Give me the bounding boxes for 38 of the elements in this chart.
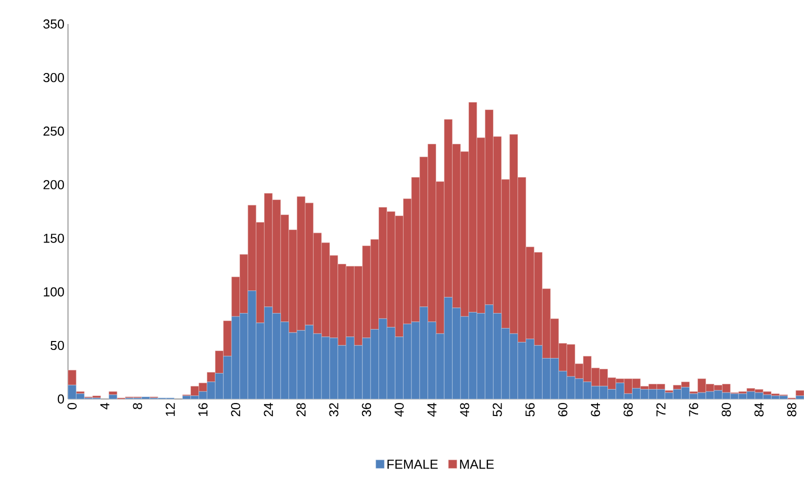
x-tick-label: 60 <box>558 403 568 416</box>
x-tick-label: 84 <box>754 402 764 416</box>
x-tick-label: 48 <box>460 403 470 417</box>
y-tick-label: 200 <box>44 180 64 190</box>
y-tick-label: 150 <box>44 234 64 243</box>
x-tick-label: 64 <box>590 402 600 416</box>
y-tick-label: 300 <box>43 72 64 82</box>
x-tick-label: 20 <box>231 403 240 416</box>
x-tick-label: 80 <box>722 403 731 416</box>
y-tick-label: 350 <box>43 19 64 29</box>
legend-label: MALE <box>460 460 494 469</box>
x-tick-label: 44 <box>427 402 436 417</box>
y-tick-label: 100 <box>44 287 64 296</box>
x-tick-label: 32 <box>329 403 338 416</box>
x-tick-label: 52 <box>492 403 502 416</box>
y-tick-label: 250 <box>44 126 64 136</box>
legend-label: FEMALE <box>388 460 438 469</box>
x-tick-label: 36 <box>362 403 372 416</box>
x-tick-label: 40 <box>394 403 404 417</box>
bar <box>108 391 118 395</box>
bar <box>68 370 76 386</box>
y-tick-label: 50 <box>50 340 64 350</box>
x-tick-label: 88 <box>787 403 796 416</box>
x-tick-label: 16 <box>198 403 208 416</box>
x-tick-label: 76 <box>689 403 698 416</box>
bar <box>796 390 804 396</box>
x-tick-label: 28 <box>296 403 306 416</box>
x-tick-label: 0 <box>68 403 77 410</box>
x-tick-label: 12 <box>166 403 175 416</box>
x-tick-label: 24 <box>264 402 273 416</box>
bar <box>796 396 804 400</box>
x-tick-label: 56 <box>525 403 535 416</box>
x-tick-label: 4 <box>100 402 110 410</box>
x-tick-label: 68 <box>624 403 633 416</box>
bar <box>108 394 118 400</box>
x-tick-label: 72 <box>656 403 666 416</box>
bar <box>76 391 85 394</box>
x-tick-label: 8 <box>132 403 142 410</box>
